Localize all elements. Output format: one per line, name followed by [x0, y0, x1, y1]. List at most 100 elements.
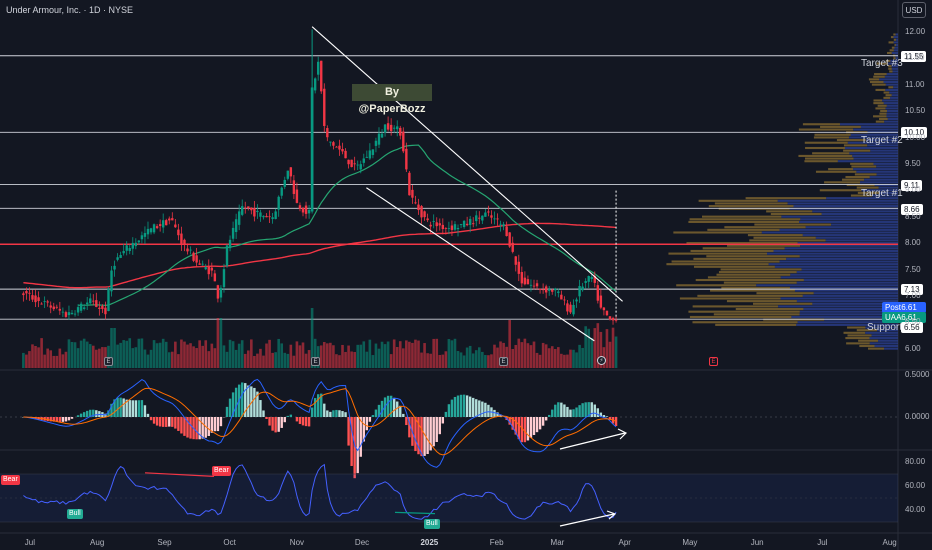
currency-button[interactable]: USD: [902, 2, 926, 18]
macd-histogram-bar: [423, 417, 426, 456]
candle: [323, 88, 326, 126]
candle: [557, 291, 560, 293]
volume-profile-bar: [893, 86, 898, 89]
earnings-icon[interactable]: E: [499, 357, 508, 366]
earnings-icon[interactable]: E: [311, 357, 320, 366]
volume-profile-bar: [805, 226, 898, 229]
macd-signal-line: [23, 387, 617, 456]
volume-profile-bar: [824, 181, 860, 184]
volume-profile-bar: [873, 162, 898, 165]
volume-bar: [34, 345, 37, 368]
earnings-icon[interactable]: E: [104, 357, 113, 366]
macd-histogram-bar: [538, 417, 542, 430]
candle: [584, 281, 587, 283]
volume-bar: [608, 341, 612, 368]
candle: [225, 245, 229, 266]
volume-profile-bar: [856, 329, 878, 332]
volume-bar: [222, 345, 226, 368]
candle: [453, 224, 457, 230]
volume-profile-bar: [852, 154, 898, 157]
candle: [116, 257, 119, 260]
macd-histogram-bar: [329, 411, 332, 417]
rsi-line: [23, 463, 617, 520]
volume-bar: [101, 347, 104, 368]
earnings-upcoming-icon[interactable]: E: [709, 357, 718, 366]
volume-profile-bar: [865, 139, 898, 142]
volume-profile-bar: [886, 112, 898, 115]
volume-bar: [508, 320, 511, 368]
volume-bar: [213, 348, 217, 368]
volume-profile-bar: [886, 104, 898, 107]
volume-bar: [240, 340, 244, 368]
candle: [505, 226, 508, 237]
candle: [602, 307, 606, 311]
volume-profile-bar: [887, 117, 898, 121]
symbol-title[interactable]: Under Armour, Inc. · 1D · NYSE: [6, 5, 134, 15]
volume-bar: [441, 354, 445, 368]
volume-profile-bar: [802, 234, 898, 237]
volume-profile-bar: [884, 347, 898, 350]
macd-histogram-bar: [377, 404, 381, 417]
volume-profile-bar: [839, 123, 898, 126]
volume-profile-bar: [879, 112, 887, 115]
volume-profile-bar: [888, 67, 892, 70]
volume-profile-bar: [836, 139, 866, 142]
candle: [168, 218, 171, 221]
volume-bar: [405, 340, 408, 368]
macd-histogram-bar: [551, 409, 554, 417]
volume-profile-bar: [879, 117, 888, 121]
volume-profile-bar: [854, 173, 877, 176]
rsi-axis-tick: 40.00: [905, 505, 926, 514]
volume-bar: [362, 341, 366, 368]
volume-bar: [538, 354, 542, 368]
volume-profile-bar: [805, 157, 854, 160]
volume-profile-bar: [797, 242, 898, 245]
volume-profile-bar: [882, 99, 898, 102]
volume-profile-bar: [692, 305, 779, 308]
volume-profile-bar: [802, 123, 840, 126]
candle: [64, 312, 68, 317]
volume-bar: [319, 345, 323, 368]
candle: [529, 284, 533, 286]
volume-bar: [335, 354, 338, 368]
candle: [277, 196, 280, 210]
volume-bar: [529, 345, 533, 368]
macd-histogram-bar: [526, 417, 530, 441]
volume-profile-bar: [666, 263, 769, 266]
volume-profile-bar: [766, 210, 813, 213]
volume-profile-bar: [892, 70, 898, 73]
candle: [544, 286, 548, 293]
volume-profile-bar: [873, 115, 887, 118]
volume-bar: [587, 328, 591, 368]
macd-histogram-bar: [426, 417, 429, 455]
macd-histogram-bar: [380, 400, 384, 417]
candle: [28, 292, 31, 294]
volume-bar: [374, 343, 378, 368]
price-axis-tick: 10.00: [905, 132, 926, 142]
volume-profile-bar: [802, 294, 898, 297]
macd-histogram-bar: [493, 409, 496, 417]
candle: [435, 222, 438, 227]
volume-profile-bar: [871, 334, 898, 337]
macd-histogram-bar: [216, 417, 220, 432]
volume-bar: [52, 355, 56, 368]
volume-profile-bar: [803, 278, 898, 282]
macd-histogram-bar: [49, 417, 52, 422]
macd-histogram-bar: [435, 417, 438, 442]
lightning-icon[interactable]: ⚡: [597, 356, 606, 365]
candle: [320, 60, 323, 92]
candle: [174, 224, 177, 228]
level-tag-target-3: 11.55: [901, 51, 927, 62]
candle: [104, 307, 107, 315]
candle: [213, 273, 217, 282]
macd-histogram-bar: [231, 392, 235, 417]
volume-bar: [277, 338, 280, 368]
candle: [73, 313, 77, 315]
candle: [177, 229, 180, 236]
macd-histogram-bar: [432, 417, 435, 447]
rsi-bull-signal: Bull: [67, 509, 83, 519]
volume-profile-bar: [813, 136, 849, 139]
rsi-axis-tick: 80.00: [905, 457, 926, 466]
volume-profile-bar: [735, 308, 804, 311]
